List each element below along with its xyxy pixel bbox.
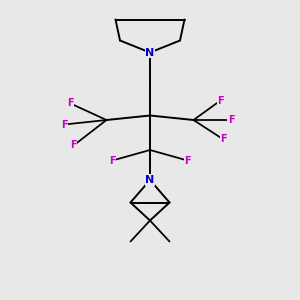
Text: F: F: [67, 98, 74, 109]
Text: F: F: [184, 155, 191, 166]
Text: F: F: [220, 134, 227, 145]
Text: F: F: [217, 95, 224, 106]
Text: F: F: [109, 155, 116, 166]
Text: F: F: [228, 115, 234, 125]
Text: N: N: [146, 47, 154, 58]
Text: F: F: [70, 140, 77, 151]
Text: N: N: [146, 175, 154, 185]
Text: F: F: [61, 119, 68, 130]
